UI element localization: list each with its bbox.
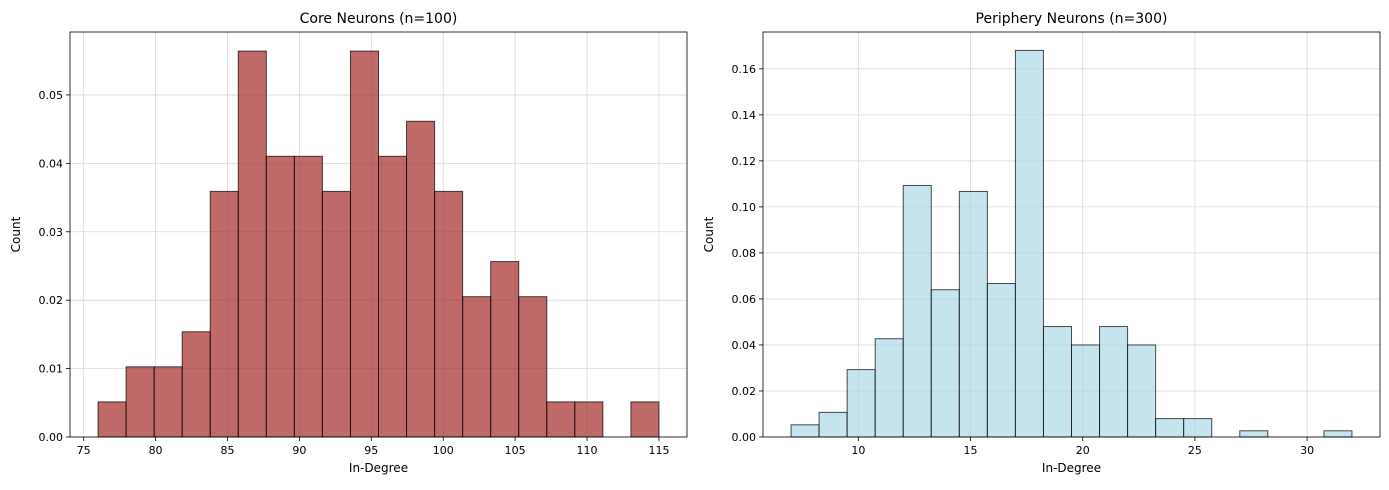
y-tick-label: 0.05	[39, 89, 64, 102]
histogram-bar	[1014, 49, 1044, 438]
histogram-bar	[518, 296, 548, 438]
histogram-bar	[1127, 344, 1157, 438]
x-tick-label: 75	[77, 444, 91, 457]
core-neurons-histogram: 75 80 85 90 95 100 105 110 115 0.000.010.020.030…	[9, 11, 688, 475]
histogram-bar	[490, 261, 520, 438]
histogram-bar	[181, 331, 211, 438]
y-tick-label: 0.12	[732, 155, 757, 168]
chart-title: Core Neurons (n=100)	[300, 11, 458, 27]
histogram-bar	[97, 401, 127, 438]
x-tick-label: 80	[149, 444, 163, 457]
histogram-bar	[790, 424, 820, 438]
x-tick-label: 30	[1300, 444, 1314, 457]
histogram-bar	[293, 155, 323, 438]
histogram-bar	[574, 401, 604, 438]
histogram-bar	[209, 190, 239, 438]
histogram-bar	[321, 190, 351, 438]
histogram-bar	[1155, 418, 1185, 438]
y-tick-label: 0.10	[732, 201, 757, 214]
bars	[790, 49, 1353, 438]
y-ticks: 0.00 0.01 0.02 0.03 0.04 0.05	[39, 89, 70, 444]
x-tick-label: 95	[364, 444, 378, 457]
y-tick-label: 0.01	[39, 363, 64, 376]
histogram-bar	[434, 190, 464, 438]
y-tick-label: 0.06	[732, 293, 757, 306]
histogram-bar	[1042, 326, 1073, 438]
plot-frame	[69, 31, 688, 438]
x-ticks: 10 15 20 25 30	[851, 437, 1314, 457]
histogram-bar	[846, 369, 876, 438]
histogram-bar	[1239, 430, 1269, 438]
histogram-bar	[265, 155, 295, 438]
x-tick-label: 10	[851, 444, 865, 457]
x-tick-label: 15	[964, 444, 978, 457]
x-axis-label: In-Degree	[349, 461, 408, 475]
x-tick-label: 20	[1076, 444, 1090, 457]
histogram-bar	[378, 155, 408, 438]
histogram-bar	[153, 366, 183, 438]
y-tick-label: 0.03	[39, 226, 64, 239]
x-tick-label: 25	[1188, 444, 1202, 457]
x-ticks: 75 80 85 90 95 100 105 110 115	[77, 437, 669, 457]
histogram-bar	[958, 190, 988, 438]
histogram-bar	[630, 401, 660, 438]
histogram-bar	[1099, 326, 1129, 438]
histogram-bar	[406, 120, 436, 438]
histogram-bar	[1323, 430, 1353, 438]
histogram-bar	[125, 366, 155, 438]
y-tick-label: 0.00	[39, 431, 64, 444]
plot-frame	[762, 31, 1381, 438]
y-tick-label: 0.14	[732, 109, 757, 122]
histogram-bar	[349, 50, 380, 438]
histogram-bar	[986, 283, 1016, 438]
y-tick-label: 0.02	[732, 385, 757, 398]
histogram-bar	[930, 289, 960, 438]
periphery-neurons-histogram: 10 15 20 25 30 0.000.020.040.060.080.100.120…	[702, 11, 1381, 475]
bars	[97, 50, 660, 438]
y-tick-label: 0.04	[732, 339, 757, 352]
x-tick-label: 85	[220, 444, 234, 457]
histogram-bar	[1071, 344, 1101, 438]
y-tick-label: 0.16	[732, 63, 757, 76]
histogram-bar	[237, 50, 267, 438]
y-tick-label: 0.00	[732, 431, 757, 444]
histogram-bar	[1183, 418, 1213, 438]
y-tick-label: 0.02	[39, 294, 64, 307]
y-ticks: 0.00 0.02 0.04 0.06 0.08 0.10 0.12 0.14 0.16	[732, 63, 763, 444]
y-axis-label: Count	[9, 216, 23, 252]
histogram-bar	[902, 184, 932, 438]
x-axis-label: In-Degree	[1042, 461, 1101, 475]
y-tick-label: 0.08	[732, 247, 757, 260]
x-tick-label: 110	[577, 444, 598, 457]
x-tick-label: 115	[648, 444, 669, 457]
y-axis-label: Count	[702, 216, 716, 252]
histogram-bar	[818, 411, 848, 438]
chart-title: Periphery Neurons (n=300)	[976, 11, 1168, 27]
x-tick-label: 105	[505, 444, 526, 457]
histogram-bar	[874, 338, 904, 438]
histogram-bar	[462, 296, 492, 438]
y-tick-label: 0.04	[39, 157, 64, 170]
histogram-bar	[546, 401, 576, 438]
x-tick-label: 100	[433, 444, 454, 457]
x-tick-label: 90	[292, 444, 306, 457]
